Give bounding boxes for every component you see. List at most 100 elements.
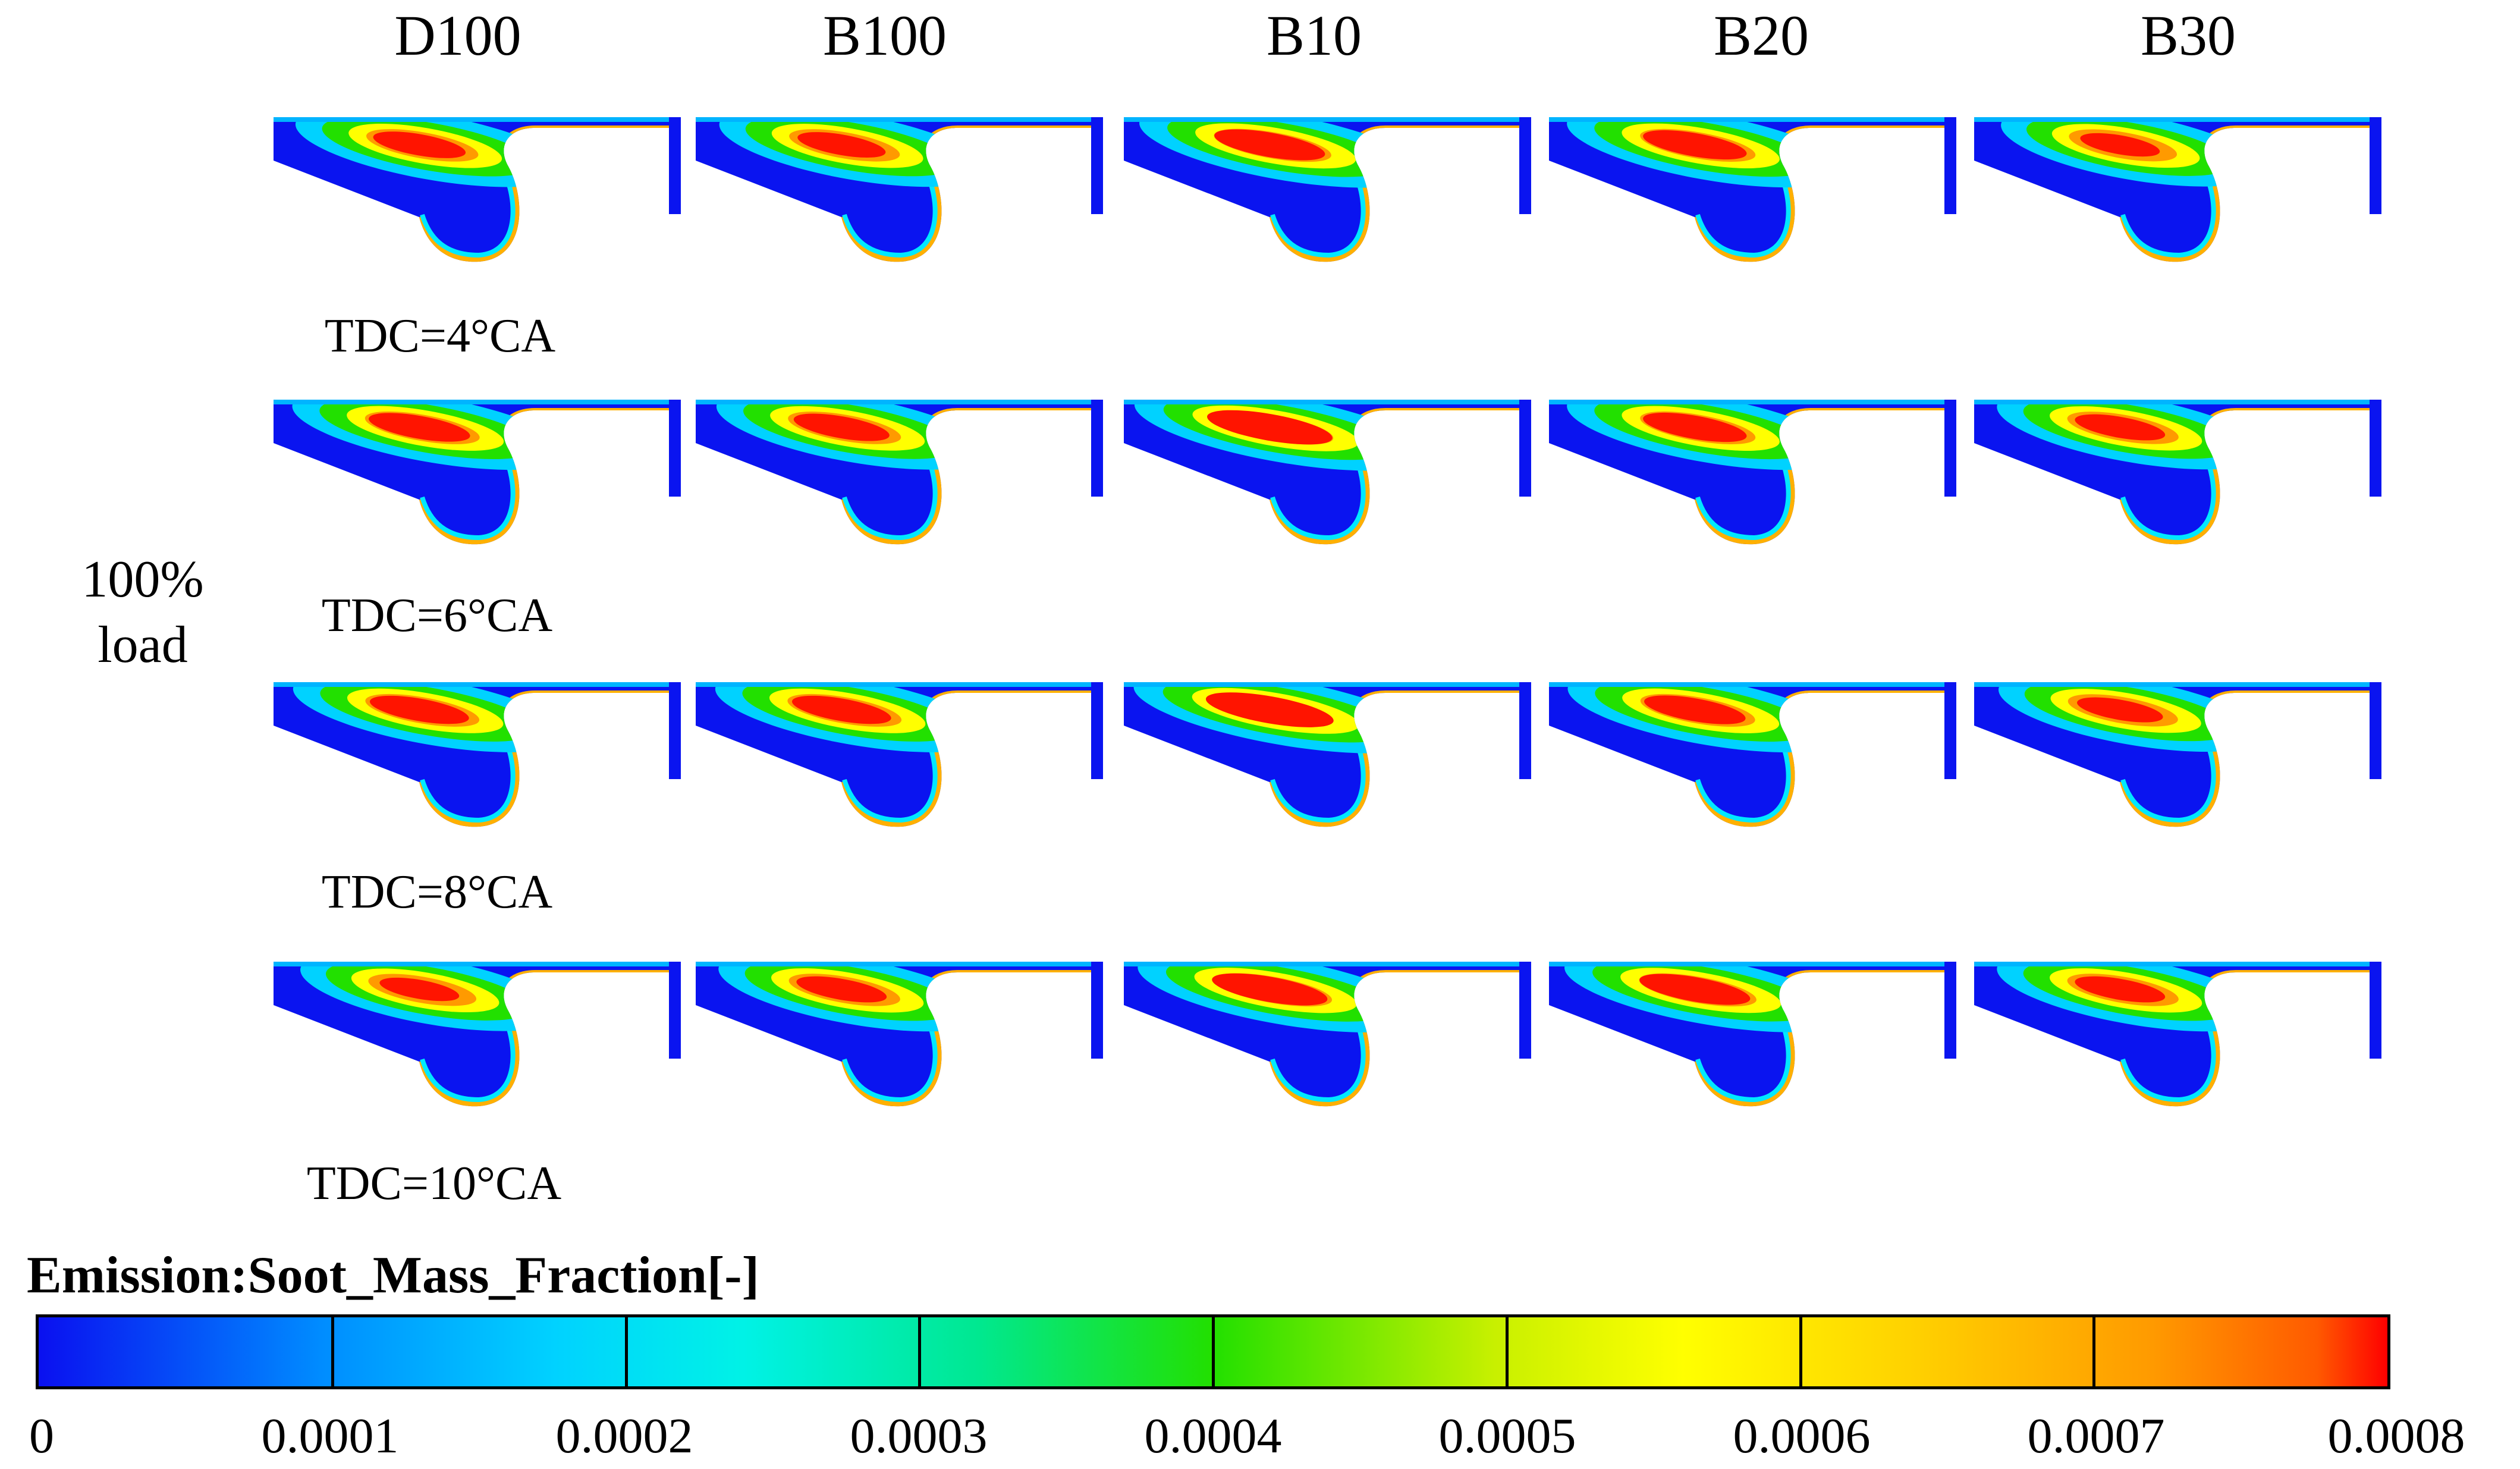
colorbar-tick-label: 0.0007 xyxy=(2027,1408,2165,1464)
spray-plume-contour-5 xyxy=(369,413,470,442)
squish-band xyxy=(1974,962,2381,966)
spray-plume-contour-5 xyxy=(2075,414,2166,441)
colorbar-tick-label: 0.0006 xyxy=(1733,1408,1871,1464)
squish-band xyxy=(1124,682,1531,687)
squish-band xyxy=(1549,962,1956,966)
colorbar-divider xyxy=(1505,1317,1509,1386)
bowl-rim-edge xyxy=(842,732,938,823)
squish-band xyxy=(274,962,681,966)
spray-plume-contour-5 xyxy=(1644,695,1746,724)
bowl-rim-edge xyxy=(1270,450,1366,541)
load-label: 100% load xyxy=(24,547,262,678)
spray-plume-contour-5 xyxy=(791,695,891,724)
spray-plume-contour-5 xyxy=(1639,974,1751,1005)
cylinder-wall xyxy=(1944,117,1956,214)
bowl-rim-edge xyxy=(1270,732,1366,823)
cylinder-wall xyxy=(2370,400,2381,497)
spray-plume-contour-5 xyxy=(797,132,886,158)
squish-band xyxy=(1124,117,1531,122)
spray-plume-contour-5 xyxy=(369,695,469,724)
cylinder-wall xyxy=(669,117,681,214)
bowl-rim-edge xyxy=(2120,732,2216,823)
soot-contour-plot xyxy=(1974,962,2381,1107)
contour-panel-b30-row1 xyxy=(1971,110,2387,288)
squish-band xyxy=(1124,962,1531,966)
contour-panel-b30-row4 xyxy=(1971,955,2387,1133)
soot-contour-plot xyxy=(274,682,681,827)
cylinder-wall xyxy=(1091,962,1103,1059)
column-header-b20: B20 xyxy=(1713,4,1809,67)
cylinder-wall xyxy=(1519,117,1531,214)
soot-contour-plot xyxy=(696,682,1103,827)
soot-contour-plot xyxy=(1974,400,2381,545)
contour-panel-b20-row2 xyxy=(1546,393,1962,571)
cylinder-wall xyxy=(2370,962,2381,1059)
row-caption-tdc6: TDC=6°CA xyxy=(321,589,553,642)
row-caption-tdc8: TDC=8°CA xyxy=(321,866,553,918)
squish-band xyxy=(696,400,1103,404)
colorbar-divider xyxy=(331,1317,334,1386)
column-header-b30: B30 xyxy=(2140,4,2236,67)
squish-band xyxy=(274,117,681,122)
bowl-rim-edge xyxy=(842,450,938,541)
soot-contour-plot xyxy=(1124,117,1531,262)
squish-band xyxy=(274,400,681,404)
bowl-rim-edge xyxy=(1270,167,1366,258)
cylinder-wall xyxy=(1519,400,1531,497)
bowl-rim-edge xyxy=(2120,167,2216,258)
soot-contour-plot xyxy=(274,962,681,1107)
contour-panel-b20-row3 xyxy=(1546,675,1962,853)
spray-plume-contour-5 xyxy=(2077,697,2163,723)
soot-contour-plot xyxy=(274,400,681,545)
spray-plume-contour-5 xyxy=(2080,133,2160,157)
colorbar-tick-label: 0.0002 xyxy=(555,1408,693,1464)
colorbar-tick-label: 0.0001 xyxy=(261,1408,399,1464)
colorbar-tick-label: 0.0004 xyxy=(1144,1408,1282,1464)
squish-band xyxy=(274,682,681,687)
soot-contour-plot xyxy=(1549,682,1956,827)
colorbar-divider xyxy=(918,1317,922,1386)
cylinder-wall xyxy=(1519,682,1531,779)
contour-panel-b30-row3 xyxy=(1971,675,2387,853)
spray-plume-contour-5 xyxy=(1214,129,1325,161)
spray-plume-contour-5 xyxy=(1643,412,1747,442)
column-header-b10: B10 xyxy=(1266,4,1362,67)
soot-contour-plot xyxy=(274,117,681,262)
colorbar-tick-label: 0.0005 xyxy=(1438,1408,1576,1464)
soot-contour-plot xyxy=(696,117,1103,262)
cylinder-wall xyxy=(669,400,681,497)
squish-band xyxy=(1974,400,2381,404)
contour-panel-b10-row2 xyxy=(1121,393,1537,571)
spray-plume-contour-5 xyxy=(793,413,890,441)
cylinder-wall xyxy=(2370,117,2381,214)
contour-panel-b100-row2 xyxy=(693,393,1109,571)
soot-contour-plot xyxy=(1549,400,1956,545)
bowl-rim-edge xyxy=(420,732,516,823)
contour-panel-b100-row3 xyxy=(693,675,1109,853)
squish-band xyxy=(1549,400,1956,404)
load-label-percent: 100% xyxy=(81,551,204,608)
squish-band xyxy=(1974,117,2381,122)
column-header-b100: B100 xyxy=(822,4,947,67)
soot-contour-plot xyxy=(1549,962,1956,1107)
squish-band xyxy=(1549,117,1956,122)
soot-contour-plot xyxy=(1124,962,1531,1107)
squish-band xyxy=(1974,682,2381,687)
bowl-rim-edge xyxy=(420,167,516,258)
colorbar-divider xyxy=(2092,1317,2096,1386)
squish-band xyxy=(696,962,1103,966)
squish-band xyxy=(696,682,1103,687)
bowl-rim-edge xyxy=(1270,1012,1366,1103)
bowl-rim-edge xyxy=(420,1012,516,1103)
spray-plume-contour-5 xyxy=(1205,692,1334,727)
colorbar-tick-label: 0.0008 xyxy=(2327,1408,2465,1464)
column-header-d100: D100 xyxy=(394,4,521,67)
contour-panel-b10-row4 xyxy=(1121,955,1537,1133)
bowl-rim-edge xyxy=(842,1012,938,1103)
cylinder-wall xyxy=(1944,682,1956,779)
colorbar-title: Emission:Soot_Mass_Fraction[-] xyxy=(27,1247,759,1304)
contour-panel-d100-row1 xyxy=(271,110,687,288)
cylinder-wall xyxy=(1944,400,1956,497)
spray-plume-contour-5 xyxy=(1643,130,1747,160)
contour-panel-b30-row2 xyxy=(1971,393,2387,571)
